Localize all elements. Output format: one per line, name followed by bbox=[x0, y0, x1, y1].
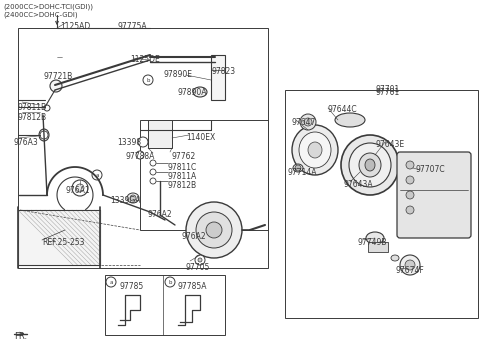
Circle shape bbox=[196, 212, 232, 248]
Text: 97643E: 97643E bbox=[376, 140, 405, 149]
Circle shape bbox=[186, 202, 242, 258]
Circle shape bbox=[406, 176, 414, 184]
Ellipse shape bbox=[293, 164, 303, 172]
Ellipse shape bbox=[127, 193, 139, 203]
Ellipse shape bbox=[341, 135, 399, 195]
Ellipse shape bbox=[349, 143, 391, 187]
Text: 97788A: 97788A bbox=[125, 152, 155, 161]
Circle shape bbox=[195, 255, 205, 265]
Text: 1125AD: 1125AD bbox=[60, 22, 90, 31]
Bar bbox=[211, 55, 225, 100]
Text: 97890A: 97890A bbox=[178, 88, 207, 97]
Text: 97643A: 97643A bbox=[344, 180, 373, 189]
Text: (2000CC>DOHC-TCI(GDI)): (2000CC>DOHC-TCI(GDI)) bbox=[3, 3, 93, 9]
Text: 97707C: 97707C bbox=[415, 165, 444, 174]
Circle shape bbox=[92, 170, 102, 180]
Text: 97823: 97823 bbox=[211, 67, 235, 76]
Text: 1140EX: 1140EX bbox=[186, 133, 215, 142]
Bar bbox=[18, 28, 268, 268]
Bar bbox=[18, 210, 100, 265]
Circle shape bbox=[165, 277, 175, 287]
Text: 1339GA: 1339GA bbox=[110, 196, 141, 205]
Bar bbox=[140, 120, 268, 230]
FancyBboxPatch shape bbox=[397, 152, 471, 238]
Ellipse shape bbox=[366, 232, 384, 244]
Text: 97811B: 97811B bbox=[18, 103, 47, 112]
Ellipse shape bbox=[193, 87, 207, 97]
Circle shape bbox=[206, 222, 222, 238]
Ellipse shape bbox=[365, 159, 375, 171]
Circle shape bbox=[300, 114, 316, 130]
Circle shape bbox=[406, 191, 414, 199]
Text: 97674F: 97674F bbox=[396, 266, 425, 275]
Bar bbox=[285, 90, 478, 318]
Text: 1125DE: 1125DE bbox=[130, 55, 160, 64]
Text: 97812B: 97812B bbox=[168, 181, 197, 190]
Text: 97644C: 97644C bbox=[328, 105, 358, 114]
Circle shape bbox=[304, 118, 312, 126]
Text: 976A1: 976A1 bbox=[66, 186, 91, 195]
Circle shape bbox=[295, 165, 301, 171]
Text: 97749B: 97749B bbox=[358, 238, 387, 247]
Text: 97775A: 97775A bbox=[118, 22, 148, 31]
Text: 97701: 97701 bbox=[375, 88, 399, 97]
Ellipse shape bbox=[292, 125, 338, 175]
Text: 97811C: 97811C bbox=[168, 163, 197, 172]
Text: 97701: 97701 bbox=[375, 85, 399, 94]
Text: FR.: FR. bbox=[14, 332, 27, 341]
Text: 97705: 97705 bbox=[186, 263, 210, 272]
Circle shape bbox=[44, 105, 50, 111]
Text: 976A2: 976A2 bbox=[147, 210, 172, 219]
Text: 97785: 97785 bbox=[120, 282, 144, 291]
Text: 97890E: 97890E bbox=[163, 70, 192, 79]
Ellipse shape bbox=[335, 113, 365, 127]
Bar bbox=[148, 120, 172, 148]
Text: 97714A: 97714A bbox=[288, 168, 317, 177]
Text: REF.25-253: REF.25-253 bbox=[42, 238, 84, 247]
Text: b: b bbox=[146, 77, 150, 83]
Text: a: a bbox=[95, 172, 99, 178]
Circle shape bbox=[143, 75, 153, 85]
Text: (2400CC>DOHC-GDI): (2400CC>DOHC-GDI) bbox=[3, 11, 78, 17]
Circle shape bbox=[150, 178, 156, 184]
Text: 13398: 13398 bbox=[117, 138, 141, 147]
Circle shape bbox=[150, 160, 156, 166]
Circle shape bbox=[400, 255, 420, 275]
Text: 97721B: 97721B bbox=[44, 72, 73, 81]
Circle shape bbox=[150, 169, 156, 175]
Circle shape bbox=[106, 277, 116, 287]
Circle shape bbox=[138, 137, 148, 147]
Circle shape bbox=[198, 258, 202, 262]
Text: 976A3: 976A3 bbox=[14, 138, 39, 147]
Bar bbox=[105, 275, 225, 335]
Ellipse shape bbox=[391, 255, 399, 261]
Text: 97785A: 97785A bbox=[178, 282, 207, 291]
Ellipse shape bbox=[39, 129, 49, 141]
Circle shape bbox=[72, 180, 88, 196]
Text: 97811A: 97811A bbox=[168, 172, 197, 181]
Circle shape bbox=[40, 131, 48, 139]
Text: 97812B: 97812B bbox=[18, 113, 47, 122]
Bar bbox=[368, 242, 388, 252]
Ellipse shape bbox=[299, 132, 331, 168]
Text: b: b bbox=[168, 279, 172, 285]
Circle shape bbox=[76, 184, 84, 192]
Circle shape bbox=[130, 195, 136, 201]
Circle shape bbox=[405, 260, 415, 270]
Ellipse shape bbox=[359, 153, 381, 177]
Circle shape bbox=[406, 206, 414, 214]
Circle shape bbox=[406, 161, 414, 169]
Text: 976A2: 976A2 bbox=[182, 232, 206, 241]
Circle shape bbox=[136, 151, 144, 159]
Text: 97762: 97762 bbox=[172, 152, 196, 161]
Circle shape bbox=[50, 80, 62, 92]
Ellipse shape bbox=[308, 142, 322, 158]
Text: 97647: 97647 bbox=[292, 118, 316, 127]
Text: a: a bbox=[109, 279, 113, 285]
